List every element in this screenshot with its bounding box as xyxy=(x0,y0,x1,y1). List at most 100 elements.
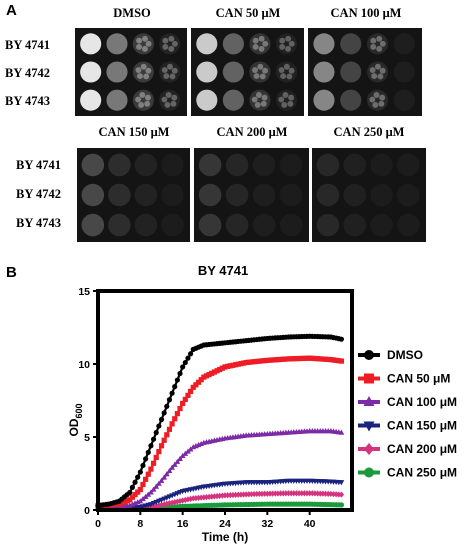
colony-spot xyxy=(316,153,340,177)
colony-spot xyxy=(397,213,420,237)
colony-speck xyxy=(253,73,260,80)
colony-speck xyxy=(162,43,169,50)
colony-speck xyxy=(139,92,146,98)
colony-speck xyxy=(142,35,148,42)
y-tick-label: 0 xyxy=(84,505,90,517)
data-point xyxy=(270,357,276,363)
data-point xyxy=(272,357,278,363)
legend-label: CAN 100 μM xyxy=(387,395,457,409)
colony-speck xyxy=(252,67,258,74)
colony-speck xyxy=(168,45,175,52)
series-dmso xyxy=(95,333,345,509)
data-point xyxy=(225,363,231,369)
colony-speck xyxy=(373,92,380,98)
data-point xyxy=(164,403,170,409)
data-point xyxy=(185,448,191,454)
data-point xyxy=(135,489,141,495)
colony-speck xyxy=(169,73,176,80)
data-point xyxy=(230,362,236,368)
legend-swatch-marker xyxy=(364,467,374,478)
colony-spot xyxy=(397,183,420,207)
data-point xyxy=(338,491,345,498)
colony-speck xyxy=(138,102,145,108)
data-point xyxy=(333,357,339,363)
data-point xyxy=(185,392,191,398)
colony-speck xyxy=(262,67,269,74)
colony-speck xyxy=(259,73,266,80)
data-point xyxy=(293,490,300,497)
data-point xyxy=(198,377,204,383)
data-point xyxy=(309,355,315,361)
colony-spot xyxy=(106,33,128,55)
colony-spot xyxy=(134,183,158,207)
colony-speck xyxy=(279,43,286,50)
strain-label-bottom: BY 4741 xyxy=(16,158,62,172)
colony-spot xyxy=(397,153,420,177)
colony-speck xyxy=(165,92,172,98)
data-point xyxy=(145,449,151,455)
condition-label-can-200: CAN 200 μM xyxy=(216,125,288,139)
data-point xyxy=(251,359,257,365)
data-point xyxy=(137,486,143,493)
data-point xyxy=(285,490,292,497)
colony-spot xyxy=(393,33,415,55)
data-point xyxy=(217,492,223,500)
data-point xyxy=(262,358,268,364)
colony-spot xyxy=(313,61,335,83)
data-point xyxy=(315,356,321,362)
colony-speck xyxy=(379,94,386,101)
data-point xyxy=(320,490,326,497)
legend-label: CAN 200 μM xyxy=(387,442,457,456)
colony-speck xyxy=(369,96,376,103)
data-point xyxy=(135,474,141,480)
colony-speck xyxy=(376,35,383,42)
colony-speck xyxy=(370,43,377,50)
data-point xyxy=(288,356,294,362)
data-point xyxy=(201,374,207,380)
colony-speck xyxy=(288,67,295,74)
colony-spot xyxy=(225,183,249,207)
data-point xyxy=(328,357,334,363)
data-point xyxy=(127,497,133,503)
colony-speck xyxy=(287,100,294,107)
data-point xyxy=(214,368,220,374)
spot-grid xyxy=(313,33,415,111)
data-point xyxy=(338,358,345,364)
data-point xyxy=(163,471,170,477)
data-point xyxy=(185,355,191,361)
colony-spot xyxy=(370,213,393,237)
data-point xyxy=(248,359,255,365)
data-point xyxy=(180,400,186,407)
colony-spot xyxy=(106,61,128,83)
data-point xyxy=(137,498,144,504)
colony-spot xyxy=(370,153,393,177)
colony-spot xyxy=(279,183,303,207)
colony-spot xyxy=(196,33,218,55)
y-axis-title-subscript: 600 xyxy=(74,403,84,418)
colony-speck xyxy=(278,67,285,74)
data-point xyxy=(148,466,154,472)
data-point xyxy=(222,364,228,370)
legend-swatch-marker xyxy=(363,396,375,406)
legend-swatch-marker xyxy=(364,373,374,384)
data-point xyxy=(206,493,212,500)
data-point xyxy=(291,490,297,497)
colony-spot xyxy=(343,183,367,207)
data-point xyxy=(312,355,318,362)
data-point xyxy=(254,358,260,365)
colony-speck xyxy=(171,94,178,101)
data-point xyxy=(246,359,252,365)
colony-spot xyxy=(313,89,335,111)
data-point xyxy=(158,477,165,483)
colony-speck xyxy=(279,37,286,44)
data-point xyxy=(132,479,138,485)
colony-speck xyxy=(258,35,265,42)
data-point xyxy=(188,388,194,394)
y-axis-title: OD600 xyxy=(67,403,84,436)
data-point xyxy=(129,484,135,490)
data-point xyxy=(140,462,146,469)
plate-can-200 xyxy=(194,148,309,242)
data-point xyxy=(182,396,188,403)
data-point xyxy=(330,357,337,363)
data-point xyxy=(230,491,236,499)
